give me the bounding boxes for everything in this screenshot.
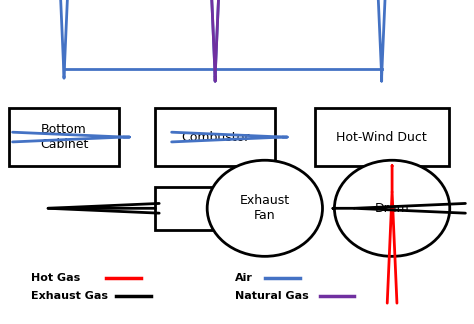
Text: Drum: Drum [375, 202, 410, 215]
Bar [315, 108, 449, 166]
Text: Hot Gas: Hot Gas [31, 273, 81, 283]
Text: Exhaust
Fan: Exhaust Fan [240, 194, 290, 222]
Text: Exhaust Gas: Exhaust Gas [31, 291, 108, 301]
Circle shape [207, 160, 322, 256]
Text: Hot-Wind Duct: Hot-Wind Duct [336, 131, 427, 144]
Circle shape [335, 160, 450, 256]
Text: Air: Air [235, 273, 253, 283]
Text: Natural Gas: Natural Gas [235, 291, 309, 301]
Bar [9, 108, 119, 166]
Bar [155, 187, 235, 230]
Bar [155, 108, 275, 166]
Text: Bottom
Cabinet: Bottom Cabinet [40, 123, 88, 151]
Text: Combustor: Combustor [181, 131, 249, 144]
